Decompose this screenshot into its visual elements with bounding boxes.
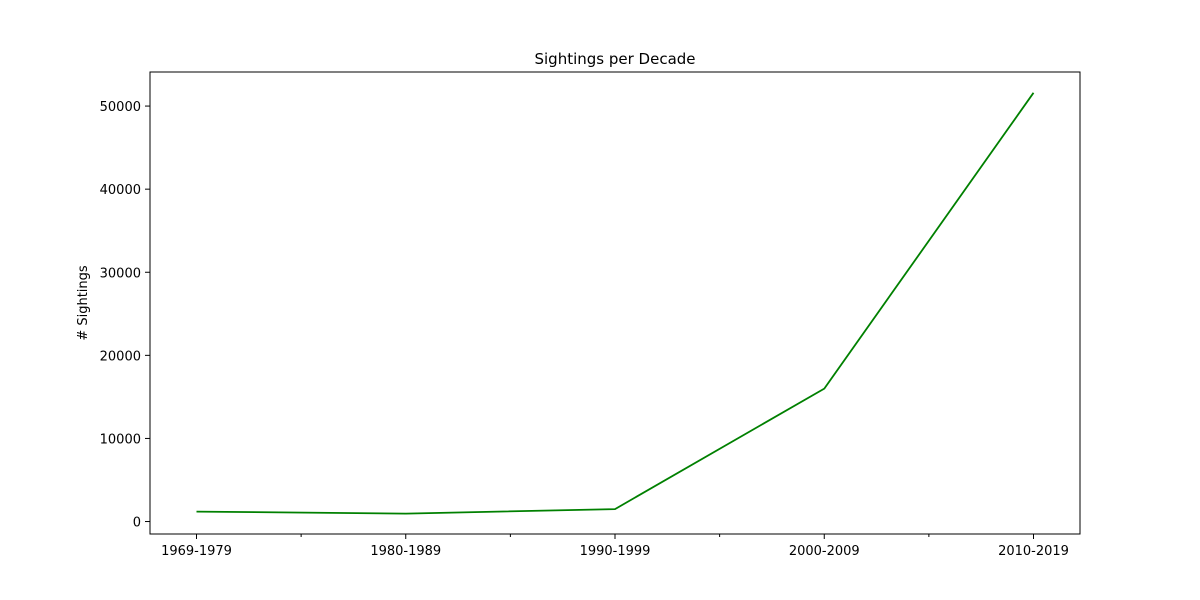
x-tick-label: 1990-1999 bbox=[580, 544, 651, 559]
x-tick-label: 1969-1979 bbox=[161, 544, 232, 559]
y-tick-label: 10000 bbox=[100, 432, 141, 447]
x-tick-label: 1980-1989 bbox=[370, 544, 441, 559]
chart-title: Sightings per Decade bbox=[534, 50, 695, 68]
x-tick-label: 2010-2019 bbox=[998, 544, 1069, 559]
y-tick-label: 30000 bbox=[100, 266, 141, 281]
y-axis-label: # Sightings bbox=[76, 265, 91, 341]
y-tick-label: 20000 bbox=[100, 349, 141, 364]
y-tick-label: 40000 bbox=[100, 183, 141, 198]
y-tick-label: 50000 bbox=[100, 100, 141, 115]
plot-area: 0 10000 20000 30000 40000 50000 1969-1979 1980-… bbox=[100, 71, 1081, 559]
x-tick-label: 2000-2009 bbox=[789, 544, 860, 559]
series-line bbox=[196, 92, 1035, 515]
y-tick-label: 0 bbox=[133, 516, 141, 531]
plot-frame bbox=[149, 71, 1081, 535]
